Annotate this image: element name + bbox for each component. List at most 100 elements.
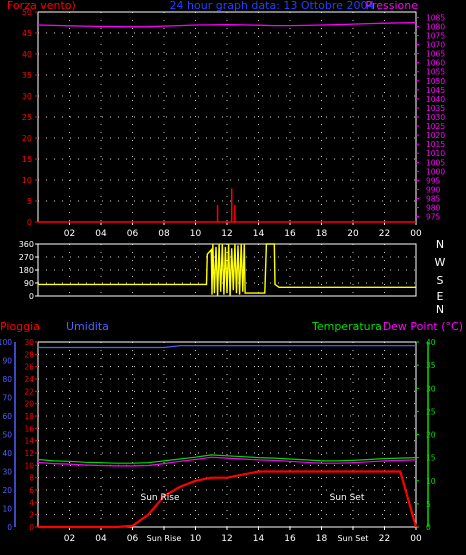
wind-y-tick-label: 40 <box>22 50 32 59</box>
panel3-x-tick-label: 06 <box>127 534 139 544</box>
humidity-y-tick-label: 90 <box>2 357 12 366</box>
compass-label-n: N <box>436 238 444 251</box>
compass-label-s: S <box>437 274 444 287</box>
panel3-x-tick-label: 18 <box>316 534 328 544</box>
panel1-right-label: Pressione <box>366 0 419 12</box>
dewpoint-line <box>37 456 417 467</box>
pressure-y-tick-label: 1040 <box>426 95 445 104</box>
wind-y-tick-label: 5 <box>27 197 32 206</box>
humidity-y-tick-label: 20 <box>2 486 12 495</box>
pressure-y-tick-label: 1045 <box>426 86 445 95</box>
panel3-x-tick-label: 12 <box>221 534 232 544</box>
panel3-dewpoint-label: Dew Point (°C) <box>383 320 463 333</box>
temperature-line <box>37 454 417 464</box>
panel1-x-tick-label: 16 <box>284 229 296 239</box>
rain-y-tick-label: 2 <box>29 511 34 520</box>
rain-y-tick-label: 6 <box>29 486 34 495</box>
panel1-x-tick-label: 00 <box>410 229 422 239</box>
pressure-y-tick-label: 1060 <box>426 59 445 68</box>
pressure-y-tick-label: 1020 <box>426 131 445 140</box>
wind-y-tick-label: 10 <box>22 176 32 185</box>
rain-y-tick-label: 14 <box>24 437 34 446</box>
temperature-y-tick-label: 0 <box>426 523 431 532</box>
direction-y-tick-label: 360 <box>19 240 34 249</box>
panel3-temperature-label: Temperatura <box>311 320 382 333</box>
panel3-x-tick-label: 10 <box>190 534 202 544</box>
pressure-y-tick-label: 1050 <box>426 77 445 86</box>
rain-y-tick-label: 26 <box>24 363 34 372</box>
wind-y-tick-label: 25 <box>22 113 32 122</box>
temperature-y-tick-label: 10 <box>426 477 436 486</box>
wind-y-tick-label: 20 <box>22 134 32 143</box>
humidity-y-tick-label: 70 <box>2 394 12 403</box>
panel1-x-tick-label: 02 <box>64 229 75 239</box>
sunrise-annotation: Sun Rise <box>141 493 180 503</box>
pressure-y-tick-label: 1035 <box>426 104 445 113</box>
rain-y-tick-label: 20 <box>24 400 34 409</box>
wind-y-tick-label: 50 <box>22 8 32 17</box>
pressure-y-tick-label: 985 <box>426 194 441 203</box>
panel3-x-tick-label: Sun Rise <box>147 534 182 543</box>
wind-y-tick-label: 30 <box>22 92 32 101</box>
humidity-y-tick-label: 60 <box>2 412 12 421</box>
pressure-y-tick-label: 1030 <box>426 113 445 122</box>
pressure-y-tick-label: 990 <box>426 185 441 194</box>
panel1-x-tick-label: 08 <box>158 229 170 239</box>
direction-line <box>38 243 416 297</box>
panel1-x-tick-label: 04 <box>95 229 107 239</box>
rain-y-tick-label: 18 <box>24 412 34 421</box>
panel1-x-tick-label: 14 <box>253 229 265 239</box>
temperature-y-tick-label: 25 <box>426 407 436 416</box>
pressure-y-tick-label: 1075 <box>426 32 445 41</box>
direction-y-tick-label: 180 <box>19 266 34 275</box>
humidity-y-tick-label: 100 <box>0 338 12 347</box>
panel3-x-tick-label: 00 <box>410 534 422 544</box>
rain-y-tick-label: 28 <box>24 350 34 359</box>
panel3-rain-label: Pioggia <box>0 320 40 333</box>
compass-label-n: N <box>436 303 444 316</box>
humidity-y-tick-label: 0 <box>7 523 12 532</box>
rain-y-tick-label: 22 <box>24 387 34 396</box>
panel3-x-tick-label: 14 <box>253 534 265 544</box>
pressure-line <box>37 22 417 28</box>
rain-y-tick-label: 4 <box>29 498 34 507</box>
direction-y-tick-label: 0 <box>29 292 34 301</box>
temperature-y-tick-label: 35 <box>426 361 436 370</box>
panel3-x-tick-label: 22 <box>379 534 390 544</box>
panel1-left-label: Forza vento) <box>7 0 76 12</box>
pressure-y-tick-label: 995 <box>426 176 441 185</box>
rain-y-tick-label: 8 <box>29 474 34 483</box>
panel3-x-tick-label: 02 <box>64 534 75 544</box>
temperature-y-tick-label: 30 <box>426 384 436 393</box>
panel1-x-tick-label: 22 <box>379 229 390 239</box>
pressure-y-tick-label: 980 <box>426 204 441 213</box>
panel3-x-tick-label: 16 <box>284 534 296 544</box>
panel1-x-tick-label: 12 <box>221 229 232 239</box>
rain-y-tick-label: 24 <box>24 375 34 384</box>
panel1-x-tick-label: 10 <box>190 229 202 239</box>
panel3-x-tick-label: 04 <box>95 534 107 544</box>
pressure-y-tick-label: 1055 <box>426 68 445 77</box>
compass-label-e: E <box>437 290 444 303</box>
humidity-y-tick-label: 30 <box>2 468 12 477</box>
panel1-x-tick-label: 20 <box>347 229 359 239</box>
humidity-y-tick-label: 10 <box>2 505 12 514</box>
pressure-y-tick-label: 1000 <box>426 167 445 176</box>
humidity-y-tick-label: 50 <box>2 431 12 440</box>
pressure-y-tick-label: 975 <box>426 213 441 222</box>
pressure-y-tick-label: 1005 <box>426 158 445 167</box>
wind-y-tick-label: 45 <box>22 29 32 38</box>
pressure-y-tick-label: 1010 <box>426 149 445 158</box>
wind-y-tick-label: 35 <box>22 71 32 80</box>
temperature-y-tick-label: 20 <box>426 431 436 440</box>
rain-y-tick-label: 16 <box>24 424 34 433</box>
temperature-y-tick-label: 15 <box>426 454 436 463</box>
rain-y-tick-label: 0 <box>29 523 34 532</box>
humidity-y-tick-label: 80 <box>2 375 12 384</box>
pressure-y-tick-label: 1070 <box>426 41 445 50</box>
rain-y-tick-label: 12 <box>24 449 34 458</box>
temperature-y-tick-label: 40 <box>426 338 436 347</box>
panel3-humidity-label: Umidita <box>66 320 109 333</box>
wind-y-tick-label: 15 <box>22 155 32 164</box>
